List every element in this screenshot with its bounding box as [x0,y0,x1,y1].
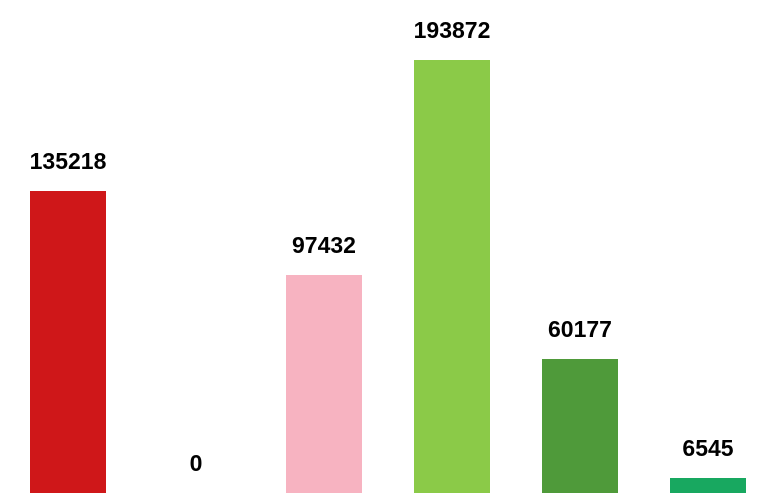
bar-group: 60177 [542,359,618,493]
bar-group: 193872 [414,60,490,493]
bar [30,191,106,493]
bar-chart: 135218 0 97432 193872 60177 6545 [0,0,770,503]
bar-value-label: 193872 [414,17,491,44]
bar [286,275,362,493]
bar-value-label: 135218 [30,148,107,175]
bar-value-label: 97432 [292,232,356,259]
bar-value-label: 0 [190,450,203,477]
bar [414,60,490,493]
bar-group: 6545 [670,478,746,493]
bar-value-label: 60177 [548,316,612,343]
bar [542,359,618,493]
bar-value-label: 6545 [682,435,733,462]
bar [670,478,746,493]
bar-group: 97432 [286,275,362,493]
bar-group: 135218 [30,191,106,493]
